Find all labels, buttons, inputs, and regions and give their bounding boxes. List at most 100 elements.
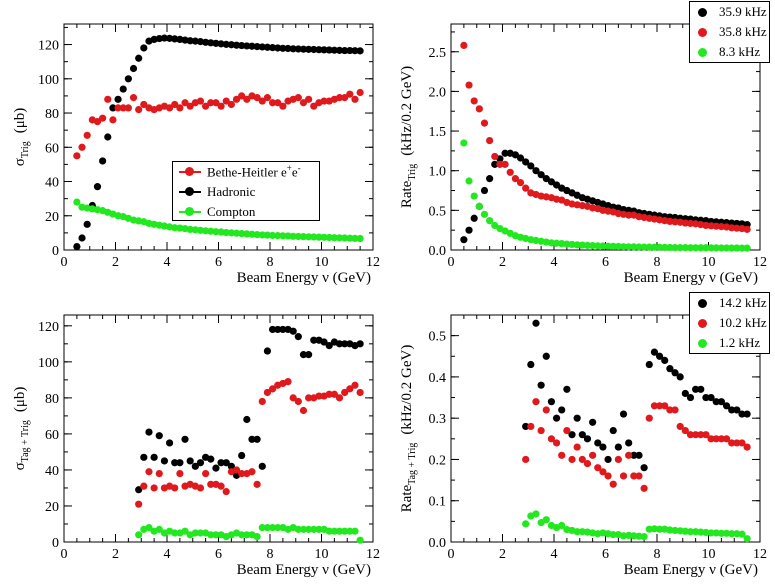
data-point [692,431,700,439]
data-point [666,365,674,373]
y-tick-label: 40 [45,464,59,479]
data-point [552,239,561,247]
data-point [140,100,148,109]
data-point [542,175,550,183]
data-point [583,241,592,250]
data-point [171,484,179,492]
data-point [248,435,256,443]
data-point [589,451,597,459]
y-tick-label: 100 [38,73,59,88]
data-point [227,229,235,237]
data-point [671,526,679,535]
data-point [465,226,473,234]
data-point [635,243,643,251]
data-point [619,472,628,480]
data-point [238,92,246,100]
black-dot-icon [698,7,707,17]
data-point [707,529,715,537]
data-point [522,158,530,166]
data-point [547,398,556,406]
x-tick-label: 0 [448,547,455,562]
data-point [702,393,710,402]
data-point [594,242,602,250]
data-point [527,360,535,369]
data-point [305,525,313,533]
legend-item-bethe-heitler: Bethe-Heitler e+e- [173,162,319,182]
y-axis-label-sub: Tag + Trig [20,420,31,462]
data-point [717,435,725,443]
x-tick-label: 2 [112,255,119,270]
data-point [109,116,117,124]
x-tick-label: 10 [702,547,716,562]
data-point [655,352,664,360]
data-point [470,214,478,222]
legend-label: Compton [207,204,256,219]
legend-item: 10.2 kHz [690,313,769,333]
data-point [124,104,132,112]
data-point [697,244,705,252]
legend-bottom-right: 14.2 kHz 10.2 kHz 1.2 kHz [689,292,770,354]
data-point [522,455,530,464]
y-tick-label: 0 [52,536,59,551]
legend-top-right: 35.9 kHz 35.8 kHz 8.3 kHz [689,1,770,63]
data-point [325,527,333,535]
data-point [258,97,266,105]
data-point [635,472,643,480]
data-point [681,527,689,535]
legend-label: Bethe-Heitler e+e- [207,163,301,180]
data-point [743,410,751,418]
data-point [470,97,478,105]
data-point [248,468,256,476]
data-point [315,392,323,400]
x-tick-label: 2 [499,255,506,270]
data-point [232,229,241,237]
data-point [465,81,473,89]
x-tick-label: 8 [654,255,661,270]
data-point [135,500,143,508]
data-point [537,381,545,389]
y-tick-label: 0 [52,244,59,259]
data-point [243,531,251,539]
data-point [480,186,489,195]
data-point [496,160,504,168]
data-point [722,435,731,443]
data-point [460,139,468,147]
data-point [145,523,153,532]
data-point [119,104,127,112]
data-point [186,457,194,465]
data-point [253,480,261,488]
data-point [547,239,556,247]
data-point [614,242,622,251]
data-point [650,525,659,533]
data-point [743,535,751,543]
data-point [511,175,519,183]
data-point [135,531,143,539]
y-tick-label: 120 [38,320,59,335]
data-point [486,175,494,183]
y-axis-label: σTrig (μb) [12,108,31,167]
data-point [470,192,478,200]
data-point [315,233,323,241]
data-point [351,527,359,535]
data-point [207,531,215,539]
data-point [640,484,648,492]
data-point [346,385,354,393]
data-point [119,85,127,93]
data-point [738,244,746,252]
data-point [253,435,261,443]
data-point [310,102,318,110]
data-point [232,41,241,49]
data-point [686,528,695,536]
data-point [305,45,313,53]
data-point [573,241,581,249]
data-point [202,469,210,478]
data-point [217,482,225,490]
data-point [315,525,323,533]
data-point [465,177,473,185]
y-tick-label: 80 [45,107,59,122]
data-point [351,47,359,55]
series-red [135,378,364,508]
y-axis-label-sub: Tag + Trig [407,443,418,485]
data-point [671,218,679,226]
data-point [145,428,153,436]
